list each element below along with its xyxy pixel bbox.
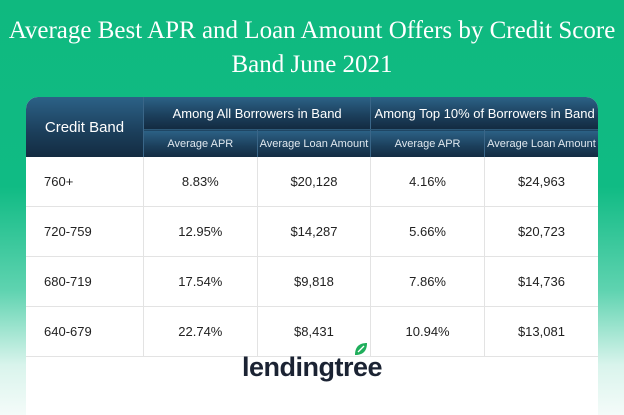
leaf-icon [354,343,367,355]
lendingtree-logo: lendingtree [26,343,598,383]
value-cell: $20,723 [484,206,598,257]
table-row: 640-679 22.74% $8,431 10.94% $13,081 [26,306,598,357]
apr-table: Credit Band Among All Borrowers in Band … [26,97,598,357]
value-cell: 10.94% [370,306,485,357]
value-cell: 12.95% [143,206,258,257]
value-cell: $14,736 [484,256,598,307]
value-cell: 5.66% [370,206,485,257]
value-cell: 8.83% [143,157,258,207]
header-all-borrowers: Among All Borrowers in Band [143,97,372,130]
value-cell: $13,081 [484,306,598,357]
page-title: Average Best APR and Loan Amount Offers … [8,17,616,78]
header-top-10: Among Top 10% of Borrowers in Band [370,97,598,130]
value-cell: $8,431 [257,306,372,357]
value-cell: 22.74% [143,306,258,357]
subheader-apr: Average APR [143,129,258,157]
data-table-card: Credit Band Among All Borrowers in Band … [26,97,598,415]
value-cell: 7.86% [370,256,485,307]
table-row: 720-759 12.95% $14,287 5.66% $20,723 [26,206,598,257]
value-cell: 17.54% [143,256,258,307]
value-cell: 4.16% [370,157,485,207]
credit-band-cell: 680-719 [26,256,144,307]
table-row: 760+ 8.83% $20,128 4.16% $24,963 [26,157,598,207]
header-credit-band: Credit Band [26,97,144,157]
value-cell: $24,963 [484,157,598,207]
credit-band-cell: 640-679 [26,306,144,357]
subheader-loan: Average Loan Amount [257,129,372,157]
table-row: 680-719 17.54% $9,818 7.86% $14,736 [26,256,598,307]
subheader-loan: Average Loan Amount [484,129,598,157]
value-cell: $20,128 [257,157,372,207]
subheader-apr: Average APR [370,129,485,157]
credit-band-cell: 720-759 [26,206,144,257]
credit-band-cell: 760+ [26,157,144,207]
value-cell: $14,287 [257,206,372,257]
value-cell: $9,818 [257,256,372,307]
logo-text: lendingtree [241,352,383,382]
